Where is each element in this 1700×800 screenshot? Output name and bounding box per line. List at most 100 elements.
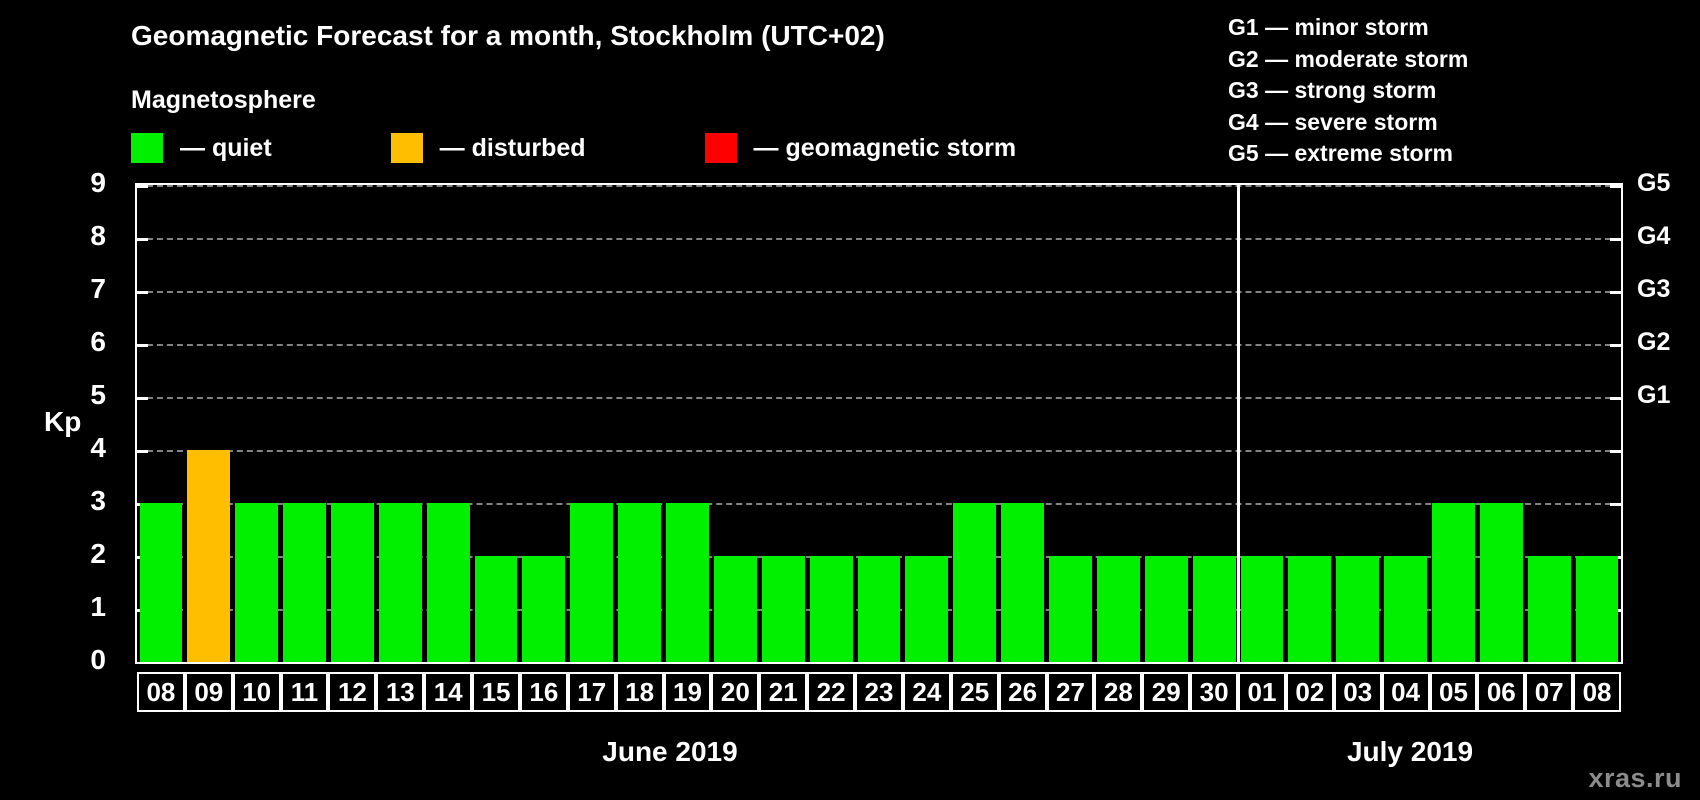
day-label-box[interactable]: 02: [1285, 672, 1334, 712]
day-label-box[interactable]: 03: [1333, 672, 1382, 712]
magnetosphere-legend: — quiet — disturbed — geomagnetic storm: [131, 133, 1016, 163]
bar-june-09[interactable]: [187, 450, 231, 662]
day-label-box[interactable]: 07: [1525, 672, 1574, 712]
gridline-kp-7: [137, 291, 1621, 293]
day-label-box[interactable]: 17: [567, 672, 616, 712]
bar-july-03[interactable]: [1336, 556, 1380, 662]
day-label-box[interactable]: 16: [519, 672, 568, 712]
day-label-box[interactable]: 20: [711, 672, 760, 712]
right-axis-label-G5: G5: [1637, 169, 1671, 197]
bar-june-23[interactable]: [857, 556, 901, 662]
day-label-box[interactable]: 01: [1238, 672, 1286, 712]
plot-inner: [137, 185, 1621, 662]
day-label-text: 04: [1391, 677, 1421, 707]
bar-series: [137, 185, 1621, 662]
day-label-box[interactable]: 27: [1046, 672, 1095, 712]
bar-june-24[interactable]: [905, 556, 949, 662]
bar-june-30[interactable]: [1192, 556, 1236, 662]
bar-june-28[interactable]: [1096, 556, 1140, 662]
day-label-box[interactable]: 23: [855, 672, 903, 712]
day-label-text: 18: [625, 677, 655, 707]
bar-june-22[interactable]: [809, 556, 853, 662]
gridline-kp-5: [137, 397, 1621, 399]
bar-july-08[interactable]: [1575, 556, 1619, 662]
day-label-box[interactable]: 19: [663, 672, 712, 712]
bar-july-06[interactable]: [1479, 503, 1523, 662]
day-label-text: 05: [1438, 677, 1468, 707]
bar-june-26[interactable]: [1001, 503, 1045, 662]
day-label-box[interactable]: 10: [232, 672, 281, 712]
bar-july-05[interactable]: [1432, 503, 1475, 662]
bar-june-21[interactable]: [761, 556, 805, 662]
day-label-text: 01: [1247, 677, 1277, 707]
bar-june-20[interactable]: [713, 556, 757, 662]
day-label-text: 02: [1295, 677, 1325, 707]
bar-june-29[interactable]: [1144, 556, 1188, 662]
day-label-text: 20: [720, 677, 750, 707]
gridline-kp-8: [137, 238, 1621, 240]
day-label-text: 11: [290, 677, 319, 707]
page-title: Geomagnetic Forecast for a month, Stockh…: [131, 20, 885, 51]
storm-scale-g5: G5 — extreme storm: [1228, 140, 1453, 166]
day-label-box[interactable]: 04: [1381, 672, 1430, 712]
bar-june-27[interactable]: [1049, 556, 1092, 662]
legend-heading: Magnetosphere: [131, 86, 316, 114]
bar-june-18[interactable]: [618, 503, 662, 662]
day-label-box[interactable]: 05: [1429, 672, 1478, 712]
y-axis-label-0: 0: [90, 644, 106, 675]
day-label-box[interactable]: 30: [1190, 672, 1239, 712]
bar-june-10[interactable]: [235, 503, 279, 662]
day-label-box[interactable]: 24: [902, 672, 951, 712]
gridline-kp-9: [137, 185, 1621, 187]
day-label-box[interactable]: 18: [615, 672, 664, 712]
day-label-text: 28: [1103, 677, 1133, 707]
day-label-box[interactable]: 28: [1094, 672, 1143, 712]
y-tick-right-6: [1610, 344, 1621, 347]
bar-july-07[interactable]: [1527, 556, 1571, 662]
day-label-box[interactable]: 08: [137, 672, 185, 712]
y-tick-6: [137, 344, 148, 347]
day-label-box[interactable]: 15: [472, 672, 520, 712]
day-label-text: 29: [1151, 677, 1181, 707]
bar-june-14[interactable]: [426, 503, 470, 662]
day-label-box[interactable]: 09: [184, 672, 233, 712]
bar-july-04[interactable]: [1384, 556, 1427, 662]
storm-scale-g3: G3 — strong storm: [1228, 77, 1437, 103]
y-tick-right-8: [1610, 238, 1621, 241]
storm-scale-legend: G1 — minor storm G2 — moderate storm G3 …: [1228, 12, 1468, 170]
bar-june-17[interactable]: [570, 503, 614, 662]
day-label-box[interactable]: 22: [807, 672, 856, 712]
plot-area: [135, 183, 1623, 664]
bar-june-08[interactable]: [139, 503, 183, 662]
day-label-text: 15: [481, 677, 511, 707]
bar-june-15[interactable]: [474, 556, 518, 662]
bar-june-19[interactable]: [666, 503, 709, 662]
bar-june-25[interactable]: [953, 503, 997, 662]
y-axis-label-8: 8: [90, 220, 106, 251]
right-axis-label-G1: G1: [1637, 381, 1671, 409]
day-label-box[interactable]: 11: [280, 672, 329, 712]
day-label-box[interactable]: 12: [328, 672, 377, 712]
day-label-box[interactable]: 14: [424, 672, 473, 712]
day-label-text: 17: [577, 677, 607, 707]
day-label-box[interactable]: 26: [998, 672, 1047, 712]
bar-june-13[interactable]: [378, 503, 422, 662]
day-label-box[interactable]: 25: [950, 672, 999, 712]
day-label-box[interactable]: 06: [1477, 672, 1526, 712]
legend-swatch-disturbed: [390, 133, 423, 163]
bar-june-11[interactable]: [283, 503, 326, 662]
day-label-box[interactable]: 13: [376, 672, 425, 712]
day-label-box[interactable]: 29: [1142, 672, 1191, 712]
day-label-box[interactable]: 21: [759, 672, 808, 712]
bar-june-12[interactable]: [330, 503, 374, 662]
storm-scale-g2: G2 — moderate storm: [1228, 45, 1469, 72]
y-tick-right-4: [1610, 450, 1621, 453]
bar-july-01[interactable]: [1240, 556, 1284, 662]
day-label-box[interactable]: 08: [1573, 672, 1621, 712]
bar-july-02[interactable]: [1288, 556, 1332, 662]
day-label-text: 27: [1056, 677, 1085, 707]
bar-june-16[interactable]: [522, 556, 566, 662]
y-tick-5: [137, 397, 148, 400]
day-label-text: 23: [864, 677, 894, 707]
y-axis-label-4: 4: [90, 432, 106, 463]
